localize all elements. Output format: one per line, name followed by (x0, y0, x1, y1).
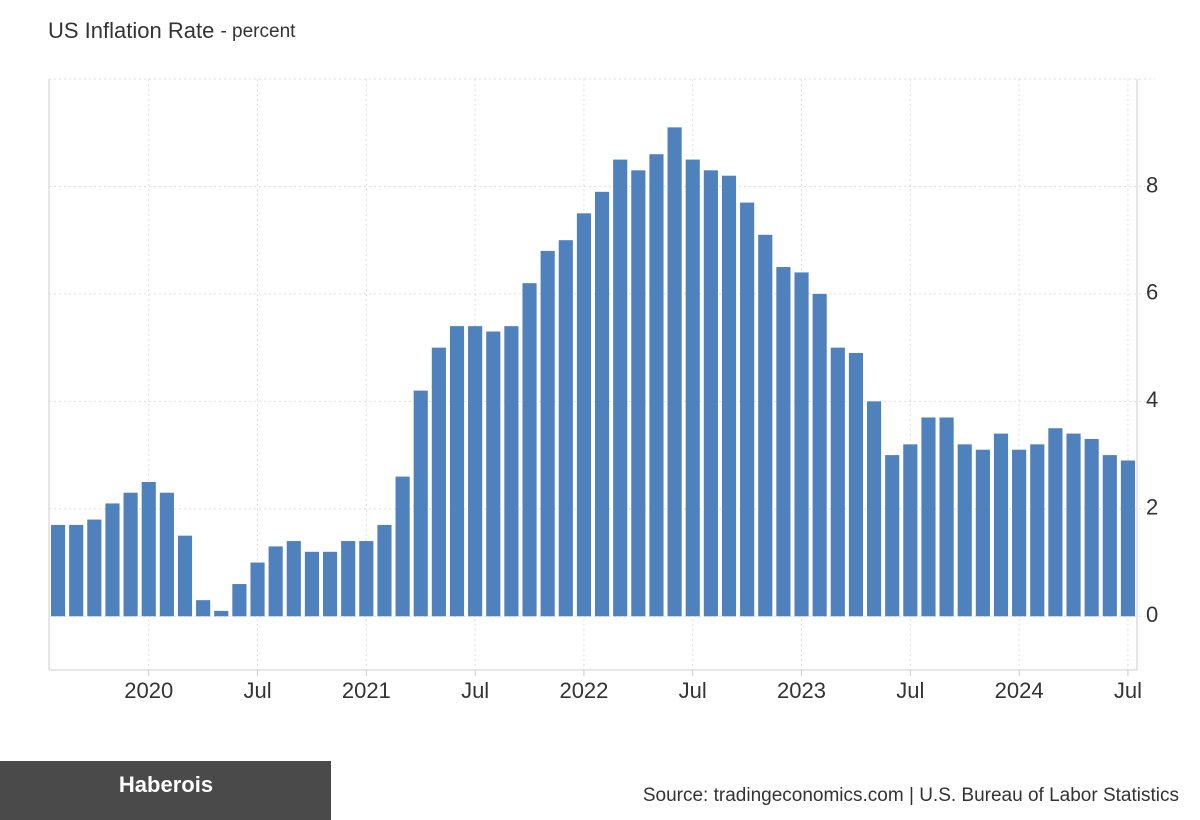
title: US Inflation Rate (48, 18, 214, 43)
brand-box (0, 761, 331, 820)
subtitle: - percent (220, 21, 296, 42)
x-tick-label: 2020 (124, 678, 173, 703)
bar (993, 433, 1009, 617)
bar (1066, 433, 1081, 617)
bar (957, 444, 972, 617)
bar (232, 584, 247, 617)
bar (123, 492, 138, 617)
bar (1084, 438, 1099, 617)
bar (921, 417, 936, 617)
x-tick-label: Jul (243, 678, 271, 703)
bar (286, 541, 301, 617)
bar (486, 331, 501, 617)
bar (1012, 449, 1027, 617)
y-tick-label: 4 (1146, 387, 1158, 412)
bar (214, 610, 229, 617)
bar (250, 562, 265, 617)
bar (522, 283, 537, 617)
bar (468, 326, 483, 617)
y-tick-label: 8 (1146, 172, 1158, 197)
bar (703, 170, 718, 617)
bar (594, 191, 610, 617)
bar (794, 272, 809, 617)
bar (776, 267, 791, 617)
y-tick-label: 6 (1146, 280, 1158, 305)
bar (758, 234, 773, 617)
bar (504, 326, 519, 617)
source: Source: tradingeconomics.com | U.S. Bure… (643, 785, 1179, 806)
bar (848, 353, 864, 617)
bar (576, 213, 592, 617)
x-tick-label: 2024 (995, 678, 1044, 703)
bar (540, 250, 555, 617)
y-tick-label: 0 (1146, 602, 1158, 627)
x-tick-label: 2023 (777, 678, 826, 703)
bar (649, 154, 664, 617)
bar (1102, 455, 1117, 617)
bar (159, 492, 174, 617)
bar (975, 449, 990, 617)
brand: Haberois (119, 772, 213, 797)
bar (268, 546, 283, 617)
bar (558, 240, 573, 617)
bar (903, 444, 918, 617)
bar (431, 347, 446, 617)
bar (866, 401, 882, 617)
bar (196, 600, 211, 617)
bar (631, 170, 646, 617)
bar (830, 347, 845, 617)
bar (885, 455, 900, 617)
bar (1030, 444, 1045, 617)
bar (304, 551, 320, 617)
bar (105, 503, 120, 617)
bar (87, 519, 102, 617)
x-tick-label: Jul (461, 678, 489, 703)
bar (721, 175, 737, 617)
chart-title: US Inflation Rate - percent (48, 18, 296, 43)
y-tick-label: 2 (1146, 495, 1158, 520)
bar (667, 127, 682, 617)
x-tick-label: Jul (896, 678, 924, 703)
x-tick-label: Jul (1114, 678, 1142, 703)
x-tick-label: Jul (679, 678, 707, 703)
x-tick-label: 2022 (559, 678, 608, 703)
bar (613, 159, 628, 617)
bar (939, 417, 954, 617)
bar (377, 524, 392, 617)
bar (50, 524, 66, 617)
bar (341, 541, 356, 617)
bar (449, 326, 465, 617)
bar (413, 390, 428, 617)
bar (177, 535, 193, 617)
bar (141, 481, 156, 617)
bar (69, 524, 84, 617)
bar (322, 551, 338, 617)
x-tick-label: 2021 (342, 678, 391, 703)
bar (740, 202, 755, 617)
bar (1048, 428, 1063, 617)
bar (812, 293, 827, 617)
bar (1120, 460, 1136, 617)
bar (685, 159, 700, 617)
bar (359, 541, 374, 617)
bar (395, 476, 410, 617)
